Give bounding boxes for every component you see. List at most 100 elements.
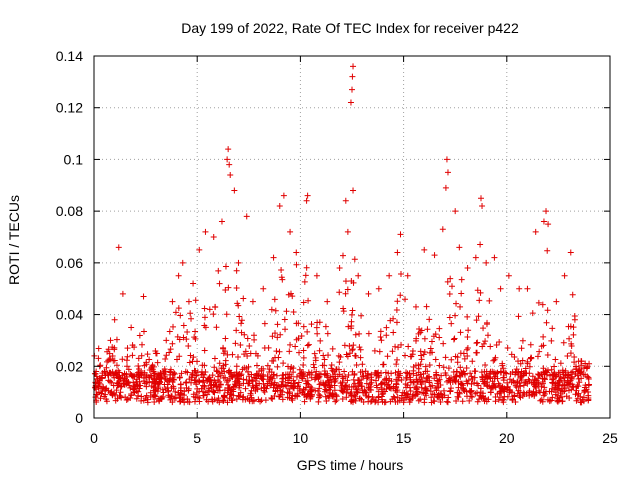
data-point — [407, 387, 414, 394]
data-point — [556, 377, 563, 384]
data-point — [136, 332, 143, 339]
data-point — [222, 263, 229, 270]
data-point — [517, 383, 524, 390]
data-point — [513, 384, 520, 391]
data-point — [142, 395, 149, 402]
data-point — [463, 365, 470, 372]
data-point — [241, 351, 248, 358]
data-point-peak — [185, 298, 192, 305]
data-point — [216, 280, 223, 287]
data-point — [214, 387, 221, 394]
data-point — [354, 389, 361, 396]
data-point — [348, 392, 355, 399]
data-point — [515, 313, 522, 320]
data-point-peak — [421, 246, 428, 253]
data-point — [188, 315, 195, 322]
data-point — [427, 383, 434, 390]
data-point — [246, 398, 253, 405]
data-point-peak — [336, 265, 343, 272]
data-point — [144, 399, 151, 406]
data-point — [286, 348, 293, 355]
data-point — [543, 319, 550, 326]
data-point — [274, 363, 281, 370]
data-point — [135, 355, 142, 362]
grid — [94, 56, 610, 418]
data-point — [198, 368, 205, 375]
data-point — [219, 397, 226, 404]
data-point — [167, 346, 174, 353]
data-point — [417, 371, 424, 378]
data-point — [344, 377, 351, 384]
data-point — [349, 307, 356, 314]
data-point — [407, 374, 414, 381]
data-point — [192, 297, 199, 304]
data-point — [359, 361, 366, 368]
data-point — [424, 368, 431, 375]
data-point — [457, 303, 464, 310]
data-point — [529, 373, 536, 380]
data-point — [267, 374, 274, 381]
data-point — [477, 385, 484, 392]
data-point — [359, 368, 366, 375]
data-point — [190, 391, 197, 398]
data-point — [321, 367, 328, 374]
data-point-peak — [224, 156, 231, 163]
data-point — [328, 365, 335, 372]
data-point — [581, 384, 588, 391]
data-point — [458, 276, 465, 283]
data-point — [304, 328, 311, 335]
data-point-peak — [375, 285, 382, 292]
data-point — [194, 358, 201, 365]
data-point — [527, 341, 534, 348]
data-point-peak — [567, 249, 574, 256]
data-point — [166, 394, 173, 401]
data-point — [123, 377, 130, 384]
data-point — [561, 375, 568, 382]
data-point — [288, 373, 295, 380]
data-point — [357, 346, 364, 353]
data-point — [301, 278, 308, 285]
data-point — [294, 390, 301, 397]
data-point — [538, 343, 545, 350]
data-point — [204, 391, 211, 398]
data-point — [240, 380, 247, 387]
data-point — [493, 341, 500, 348]
data-point — [551, 363, 558, 370]
data-point — [520, 389, 527, 396]
data-point — [175, 389, 182, 396]
data-point — [180, 322, 187, 329]
data-point — [380, 361, 387, 368]
data-point — [436, 376, 443, 383]
data-point — [449, 283, 456, 290]
data-point — [124, 353, 131, 360]
data-point — [385, 381, 392, 388]
data-point-peak — [243, 213, 250, 220]
data-point — [317, 380, 324, 387]
data-point — [143, 392, 150, 399]
data-point — [585, 376, 592, 383]
data-point — [223, 311, 230, 318]
data-point — [412, 337, 419, 344]
data-point — [540, 333, 547, 340]
data-point — [450, 336, 457, 343]
data-point — [311, 364, 318, 371]
plot-frame — [93, 55, 611, 419]
data-point — [332, 398, 339, 405]
data-point — [305, 341, 312, 348]
data-point — [339, 252, 346, 259]
data-point — [188, 379, 195, 386]
data-point — [315, 388, 322, 395]
data-point — [377, 328, 384, 335]
data-point — [346, 343, 353, 350]
data-point — [171, 371, 178, 378]
data-point — [308, 393, 315, 399]
data-point — [321, 382, 328, 389]
data-point — [508, 379, 515, 386]
data-point — [371, 347, 378, 354]
data-point — [526, 363, 533, 370]
data-point — [209, 372, 216, 379]
data-point — [192, 394, 199, 401]
data-point-peak — [111, 316, 118, 323]
data-point — [161, 371, 168, 378]
data-point — [331, 379, 338, 386]
